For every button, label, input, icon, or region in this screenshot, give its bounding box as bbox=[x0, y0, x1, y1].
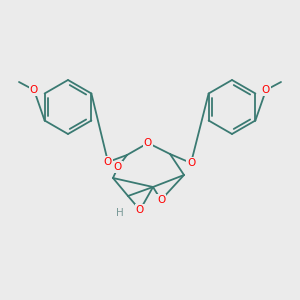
Text: O: O bbox=[144, 138, 152, 148]
Text: O: O bbox=[114, 162, 122, 172]
Text: H: H bbox=[116, 208, 124, 218]
Text: O: O bbox=[262, 85, 270, 95]
Text: O: O bbox=[104, 157, 112, 167]
Text: O: O bbox=[187, 158, 195, 168]
Text: O: O bbox=[30, 85, 38, 95]
Text: O: O bbox=[136, 205, 144, 215]
Text: O: O bbox=[157, 195, 165, 205]
